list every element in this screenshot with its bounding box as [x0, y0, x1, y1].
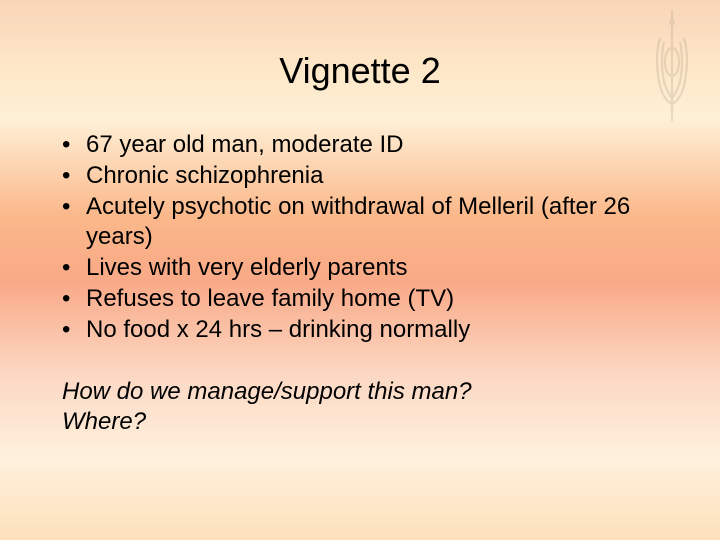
bullet-item: No food x 24 hrs – drinking normally: [62, 315, 680, 345]
slide: Vignette 2 67 year old man, moderate ID …: [0, 0, 720, 540]
question-line: How do we manage/support this man?: [62, 377, 680, 407]
bullet-item: Acutely psychotic on withdrawal of Melle…: [62, 192, 680, 252]
logo-watermark-icon: [642, 8, 702, 123]
bullet-item: Chronic schizophrenia: [62, 161, 680, 191]
bullet-list: 67 year old man, moderate ID Chronic sch…: [40, 130, 680, 345]
bullet-item: Refuses to leave family home (TV): [62, 284, 680, 314]
bullet-item: Lives with very elderly parents: [62, 253, 680, 283]
question-block: How do we manage/support this man? Where…: [40, 377, 680, 437]
question-line: Where?: [62, 407, 680, 437]
slide-title: Vignette 2: [40, 50, 680, 92]
bullet-item: 67 year old man, moderate ID: [62, 130, 680, 160]
